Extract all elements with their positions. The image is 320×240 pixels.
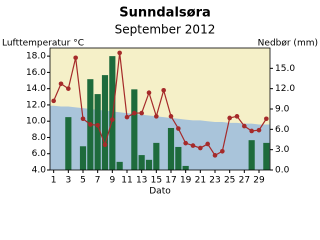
y2-tick-label: 15.0 [275, 64, 295, 74]
bar [94, 94, 101, 170]
temperature-point [227, 115, 232, 121]
x-tick-label: 21 [195, 176, 206, 186]
chart-title: Sunndalsøra [119, 6, 211, 21]
temperature-point [124, 114, 130, 120]
temperature-point [212, 153, 218, 158]
y-axis-label: Lufttemperatur °C [2, 39, 84, 49]
x-tick-label: 29 [253, 176, 265, 186]
temperature-point [190, 143, 196, 148]
temperature-point [176, 126, 181, 131]
temperature-point [66, 86, 71, 91]
temperature-point [110, 117, 115, 122]
temperature-point [88, 122, 93, 127]
temperature-point [51, 98, 56, 104]
x-tick-label: 17 [165, 176, 176, 186]
y2-tick-label: 9.0 [275, 105, 290, 115]
y2-tick-label: 0.0 [275, 166, 290, 176]
bar [145, 159, 153, 170]
bar [167, 127, 175, 170]
temperature-point [198, 145, 203, 151]
x-tick-label: 27 [239, 176, 250, 186]
y-tick-label: 18.0 [26, 52, 46, 62]
y2-tick-label: 12.0 [275, 84, 295, 94]
chart-subtitle: September 2012 [115, 23, 216, 37]
x-tick-label: 13 [136, 176, 147, 186]
bar [248, 140, 255, 170]
temperature-point [132, 110, 137, 116]
temperature-point [73, 55, 78, 61]
temperature-point [161, 87, 166, 93]
temperature-point [249, 128, 254, 134]
x-tick-label: 7 [95, 176, 101, 186]
bar [131, 89, 138, 170]
x-tick-label: 1 [51, 176, 57, 186]
temperature-point [264, 116, 269, 122]
y-tick-label: 10.0 [26, 117, 46, 127]
temperature-point [102, 142, 108, 148]
bar [101, 75, 109, 170]
temperature-point [95, 122, 100, 128]
x-axis-label: Dato [149, 187, 171, 197]
temperature-point [154, 114, 159, 119]
x-tick-label: 3 [65, 176, 71, 186]
chart: Sunndalsøra September 2012 Lufttemperatu… [2, 6, 318, 197]
x-tick-label: 23 [209, 176, 220, 186]
temperature-point [168, 114, 174, 119]
y2-axis-label: Nedbør (mm) [258, 39, 318, 49]
temperature-point [183, 140, 188, 146]
x-tick-label: 19 [180, 176, 192, 186]
y-tick-label: 16.0 [26, 68, 46, 78]
bar [109, 56, 116, 171]
y2-tick-label: 6.0 [275, 125, 290, 135]
y-tick-label: 12.0 [26, 100, 46, 110]
x-tick-label: 15 [151, 176, 162, 186]
x-tick-label: 5 [80, 176, 86, 186]
x-tick-label: 25 [224, 176, 235, 186]
bar [153, 142, 160, 170]
temperature-point [146, 90, 152, 96]
temperature-point [58, 81, 64, 87]
x-tick-label: 9 [109, 176, 115, 186]
bar [116, 161, 123, 170]
bar [65, 117, 72, 170]
y-tick-label: 8.0 [32, 133, 47, 143]
temperature-point [205, 141, 210, 147]
temperature-point [234, 114, 240, 119]
y-tick-label: 6.0 [32, 149, 47, 159]
y2-tick-label: 3.0 [275, 145, 290, 155]
y-tick-label: 4.0 [32, 166, 47, 176]
y-tick-label: 14.0 [26, 84, 46, 94]
bar [138, 155, 145, 170]
temperature-point [242, 123, 247, 129]
bar [175, 146, 182, 170]
temperature-point [256, 127, 262, 133]
temperature-point [220, 148, 225, 154]
temperature-point [80, 116, 86, 122]
bar [182, 165, 189, 170]
temperature-point [117, 50, 122, 56]
x-tick-label: 11 [121, 176, 132, 186]
bar [79, 146, 87, 170]
temperature-point [139, 110, 144, 116]
bar [263, 142, 270, 170]
